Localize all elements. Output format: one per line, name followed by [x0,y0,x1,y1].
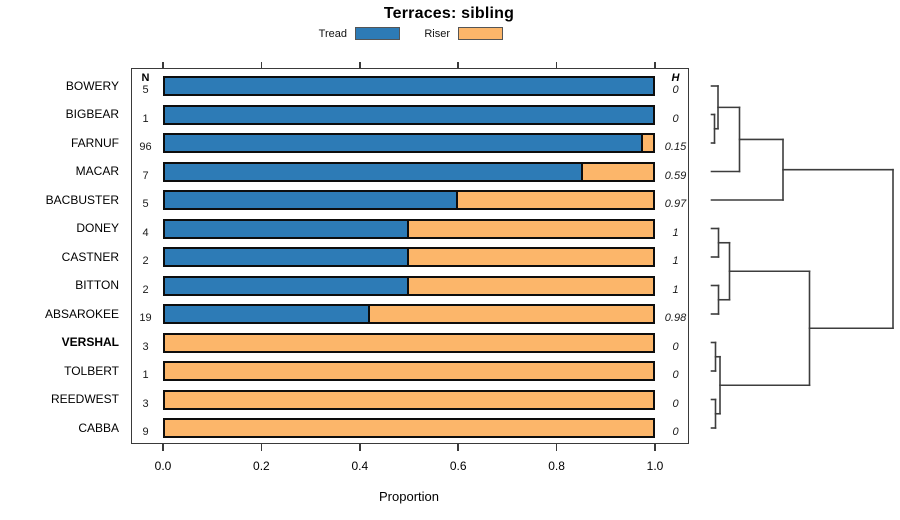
n-value: 3 [142,397,149,410]
bar [163,275,655,296]
x-axis-tick-top [457,61,459,68]
x-axis-tick-top [654,61,656,68]
bar [163,161,655,182]
n-value: 7 [142,169,149,182]
h-value: 0.59 [664,169,687,182]
x-axis-tick-label: 0.8 [548,459,565,473]
n-value: 3 [142,340,149,353]
bar [163,332,655,353]
h-column-header: H [671,72,680,84]
n-value: 96 [139,141,152,153]
x-axis-tick-bottom [457,444,459,451]
n-value: 1 [142,112,149,125]
row-label: DONEY [76,221,119,235]
h-value: 0.97 [664,198,687,210]
x-axis-tick-bottom [555,444,558,451]
n-value: 9 [142,426,149,438]
row-label: ABSAROKEE [44,306,119,321]
bar [163,190,655,210]
x-axis-tick-top [260,61,263,68]
bar-segment-tread [165,306,371,322]
row-label: CASTNER [61,249,119,264]
x-axis-tick-bottom [260,444,263,451]
x-axis-tick-label: 0.4 [351,459,369,473]
h-value: 0 [672,112,679,125]
bar [163,418,655,438]
bar-segment-tread [165,249,409,265]
row-label: TOLBERT [64,363,119,378]
plot-box [131,68,689,444]
n-value: 2 [142,283,149,296]
row-label: CABBA [78,420,119,435]
x-axis-tick-label: 0.6 [449,459,467,473]
n-column-header: N [141,72,150,84]
bar-segment-tread [165,78,653,94]
bar [163,104,655,125]
legend-label-tread: Tread [318,28,347,40]
row-label: BOWERY [65,78,119,93]
h-value: 1 [672,283,679,296]
bar-segment-tread [165,163,584,180]
x-axis-tick-bottom [654,444,656,451]
legend-label-riser: Riser [424,28,450,40]
bar [163,247,655,267]
x-axis-title: Proportion [379,489,439,504]
bar-segment-tread [165,106,653,123]
bar [163,304,655,324]
h-value: 0.15 [664,141,687,153]
row-label: REEDWEST [50,392,119,406]
x-axis-tick-top [359,61,361,68]
n-value: 4 [142,226,149,239]
legend-swatch-tread [355,27,400,40]
h-value: 0 [672,84,679,96]
bar-segment-tread [165,277,409,294]
x-axis-tick-bottom [162,444,164,451]
row-label: FARNUF [71,135,119,150]
h-value: 0 [672,340,679,353]
legend: Tread Riser [0,26,900,42]
x-axis-tick-bottom [359,444,361,451]
h-value: 1 [672,226,679,239]
bar-segment-tread [165,192,458,208]
x-axis-tick-label: 0.2 [253,459,270,473]
h-value: 0 [672,369,679,381]
h-value: 0 [672,397,679,410]
bar [163,218,655,239]
x-axis-tick-top [162,61,164,68]
n-value: 5 [142,198,149,210]
n-value: 19 [139,312,152,324]
n-value: 5 [142,84,149,96]
chart-title: Terraces: sibling [383,5,515,22]
bar [163,76,655,96]
row-label: VERSHAL [61,335,119,349]
x-axis-tick-label: 1.0 [646,459,664,473]
bar-segment-tread [165,220,409,237]
bar [163,133,655,153]
h-value: 1 [672,255,679,267]
n-value: 1 [142,369,149,381]
h-value: 0.98 [664,312,687,324]
x-axis-tick-label: 0.0 [154,459,172,473]
h-value: 0 [672,426,679,438]
bar [163,361,655,381]
row-label: BIGBEAR [65,107,119,121]
bar [163,389,655,410]
n-value: 2 [142,255,149,267]
x-axis-tick-top [555,61,558,68]
row-label: MACAR [75,164,119,178]
legend-swatch-riser [458,27,503,40]
row-label: BACBUSTER [45,192,119,207]
bar-segment-tread [165,135,643,151]
row-label: BITTON [75,278,119,292]
